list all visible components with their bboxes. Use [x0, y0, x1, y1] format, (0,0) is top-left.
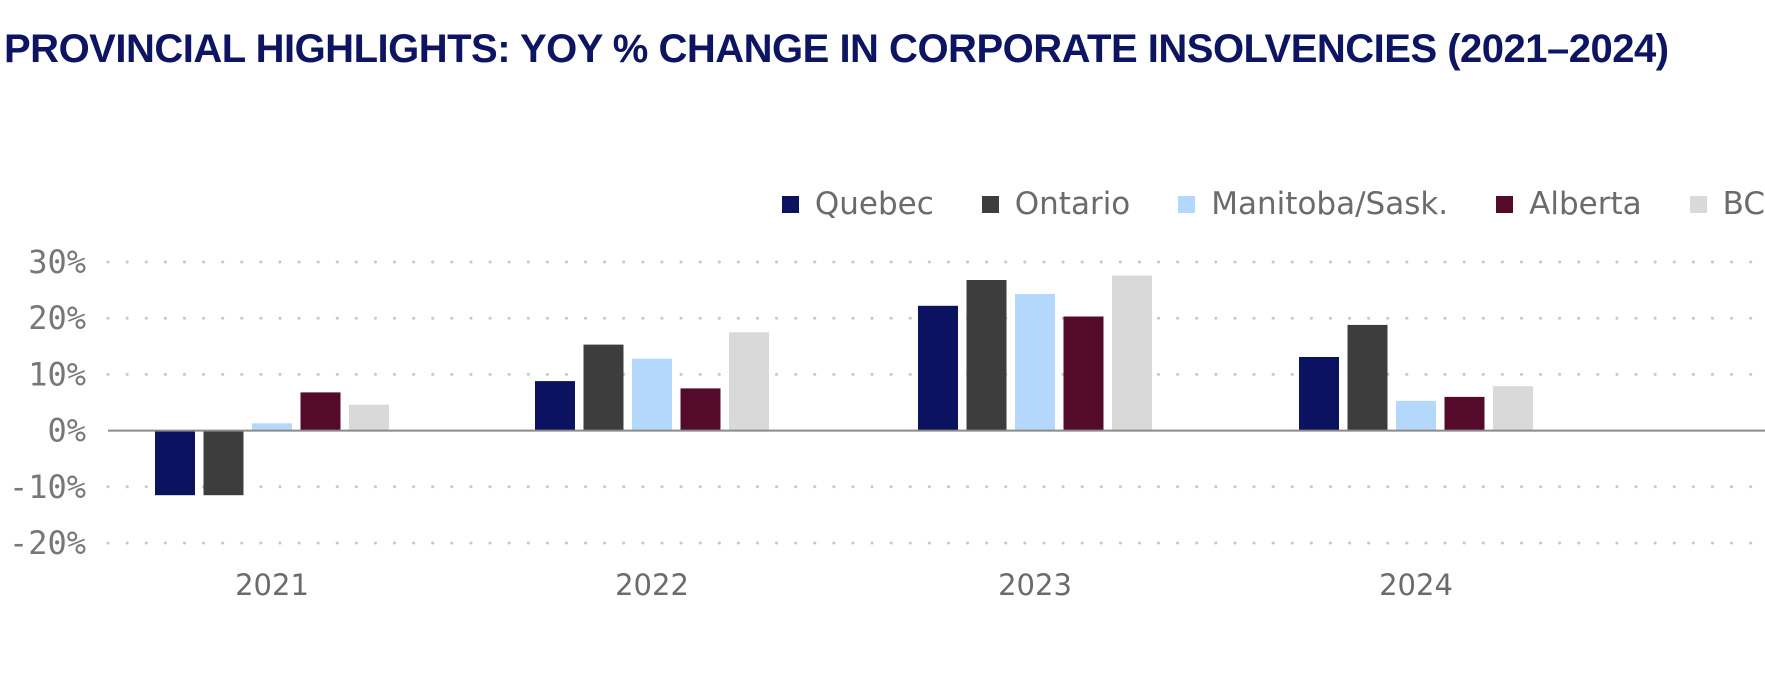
bar-alberta-2024 [1444, 396, 1485, 431]
legend-label-bc: BC [1722, 186, 1765, 222]
legend-item-manitoba-sask: Manitoba/Sask. [1178, 186, 1448, 222]
legend-item-quebec: Quebec [781, 186, 934, 222]
bar-ontario-2022 [583, 344, 624, 431]
axis-layer: 30% 20% 10% 0% -10% -20% 2021 2022 2023 2024 [9, 243, 1765, 602]
legend-swatch-manitoba-sask [1178, 195, 1196, 213]
bar-manitoba-sask-2021 [252, 423, 292, 431]
bar-alberta-2023 [1063, 316, 1104, 431]
bar-manitoba-sask-2024 [1396, 400, 1436, 431]
bar-quebec-2022 [535, 381, 575, 431]
bar-alberta-2021 [300, 392, 341, 431]
bar-ontario-2024 [1347, 324, 1388, 431]
legend: Quebec Ontario Manitoba/Sask. Alberta BC [781, 186, 1765, 222]
legend-item-ontario: Ontario [981, 186, 1131, 222]
legend-item-alberta: Alberta [1496, 186, 1642, 222]
y-tick-label: 0% [47, 412, 86, 450]
legend-swatch-bc [1689, 195, 1707, 213]
x-tick-label: 2022 [615, 568, 689, 602]
legend-label-alberta: Alberta [1529, 186, 1642, 222]
bar-bc-2021 [349, 404, 389, 431]
legend-swatch-quebec [781, 195, 799, 213]
y-tick-label: 10% [28, 355, 86, 393]
x-tick-label: 2023 [998, 568, 1072, 602]
bar-bc-2023 [1112, 275, 1152, 431]
bar-bc-2024 [1493, 386, 1533, 431]
chart-title: PROVINCIAL HIGHLIGHTS: YOY % CHANGE IN C… [4, 27, 1669, 71]
bar-ontario-2021 [203, 430, 244, 496]
bar-manitoba-sask-2022 [632, 358, 672, 431]
legend-label-ontario: Ontario [1014, 186, 1131, 222]
x-tick-label: 2021 [235, 568, 309, 602]
legend-label-quebec: Quebec [814, 186, 934, 222]
bar-alberta-2022 [680, 388, 721, 431]
bar-ontario-2023 [966, 280, 1007, 431]
y-tick-label: -20% [9, 524, 86, 562]
legend-label-manitoba-sask: Manitoba/Sask. [1211, 186, 1449, 222]
legend-swatch-alberta [1496, 195, 1514, 213]
y-tick-label: 20% [28, 299, 86, 337]
bar-bc-2022 [729, 332, 769, 431]
x-tick-label: 2024 [1379, 568, 1453, 602]
legend-item-bc: BC [1689, 186, 1765, 222]
bar-quebec-2024 [1299, 357, 1339, 431]
bar-manitoba-sask-2023 [1015, 294, 1055, 431]
y-tick-label: -10% [9, 468, 86, 506]
legend-swatch-ontario [981, 195, 999, 213]
bar-layer [155, 275, 1533, 496]
bar-quebec-2023 [918, 305, 958, 431]
y-tick-label: 30% [28, 243, 86, 281]
bar-quebec-2021 [155, 430, 195, 496]
